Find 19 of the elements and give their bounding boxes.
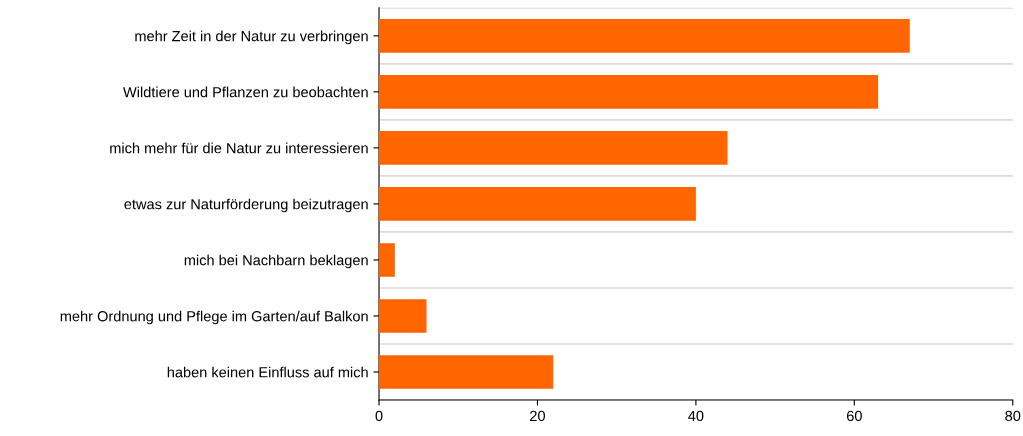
bar <box>379 75 879 109</box>
bar <box>379 131 728 165</box>
bar <box>379 299 427 333</box>
x-tick-label: 60 <box>846 410 862 422</box>
bar <box>379 243 395 277</box>
y-tick-label: mich bei Nachbarn beklagen <box>184 254 368 269</box>
y-tick-label: etwas zur Naturförderung beizutragen <box>124 198 368 213</box>
x-tick-label: 80 <box>1005 410 1021 422</box>
y-tick-label: Wildtiere und Pflanzen zu beobachten <box>123 86 368 98</box>
y-tick-label: haben keinen Einfluss auf mich <box>167 366 368 378</box>
bar <box>379 187 696 221</box>
bar <box>379 19 910 53</box>
y-tick-label: mehr Zeit in der Natur zu verbringen <box>135 30 368 45</box>
y-tick-label: mehr Ordnung und Pflege im Garten/auf Balkon <box>60 310 368 325</box>
bar <box>379 355 554 389</box>
y-tick-label: mich mehr für die Natur zu interessieren <box>110 142 368 154</box>
x-tick-label: 0 <box>375 410 383 422</box>
x-tick-label: 40 <box>688 410 704 422</box>
x-tick-label: 20 <box>530 410 545 422</box>
